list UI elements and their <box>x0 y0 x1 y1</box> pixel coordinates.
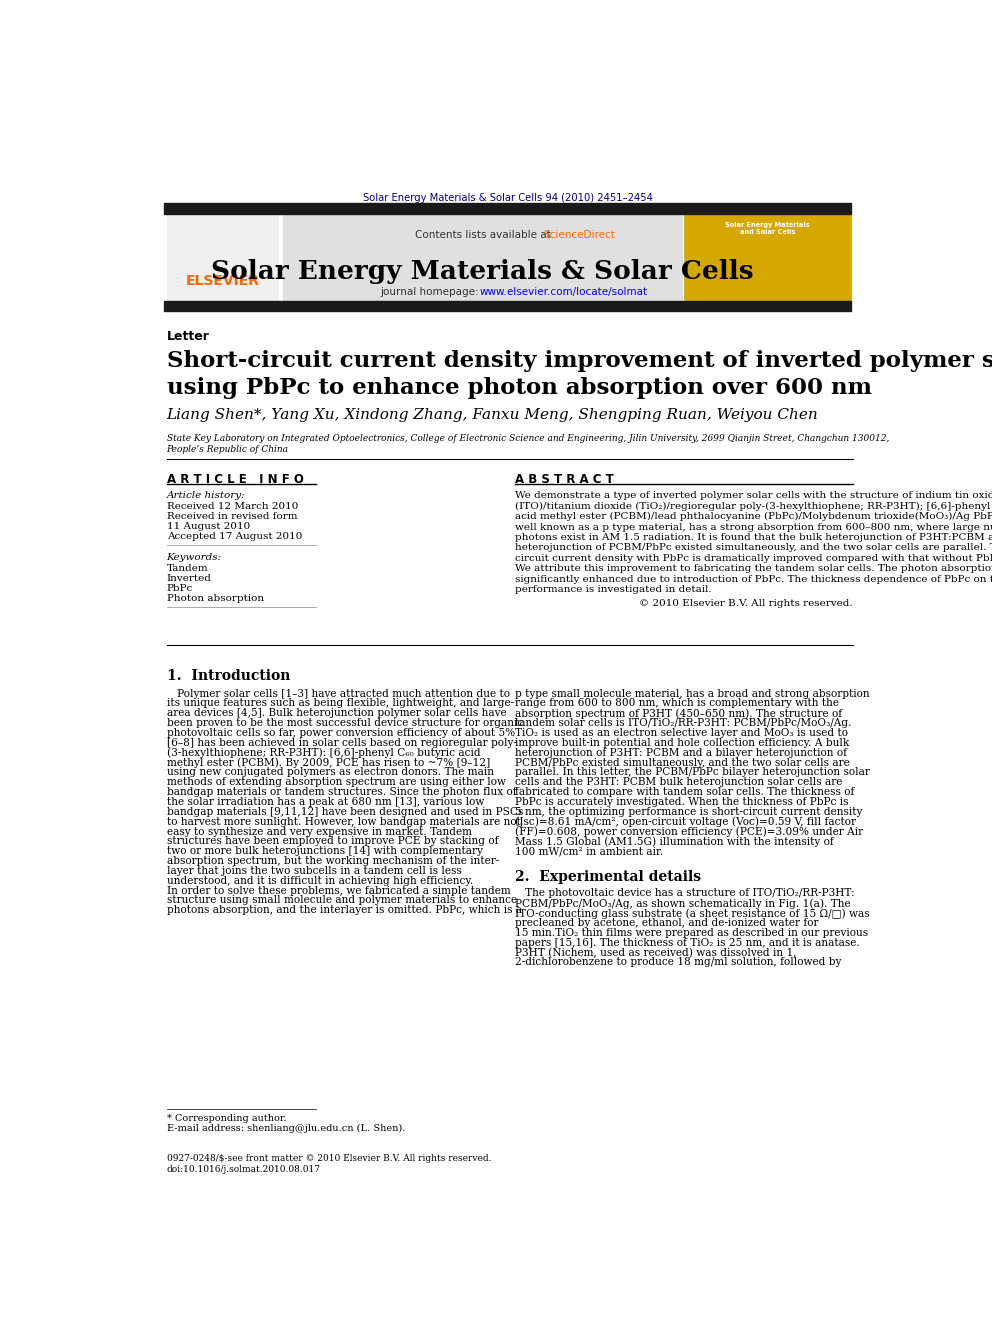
Bar <box>283 214 682 302</box>
Text: understood, and it is difficult in achieving high efficiency.: understood, and it is difficult in achie… <box>167 876 473 886</box>
Text: methods of extending absorption spectrum are using either low: methods of extending absorption spectrum… <box>167 777 506 787</box>
Text: methyl ester (PCBM). By 2009, PCE has risen to ~7% [9–12]: methyl ester (PCBM). By 2009, PCE has ri… <box>167 758 490 769</box>
Text: precleaned by acetone, ethanol, and de-ionized water for: precleaned by acetone, ethanol, and de-i… <box>516 918 818 927</box>
Text: cells and the P3HT: PCBM bulk heterojunction solar cells are: cells and the P3HT: PCBM bulk heterojunc… <box>516 777 843 787</box>
Text: ELSEVIER: ELSEVIER <box>186 274 260 288</box>
Text: doi:10.1016/j.solmat.2010.08.017: doi:10.1016/j.solmat.2010.08.017 <box>167 1166 320 1174</box>
Text: PCBM/PbPc/MoO₃/Ag, as shown schematically in Fig. 1(a). The: PCBM/PbPc/MoO₃/Ag, as shown schematicall… <box>516 898 851 909</box>
Text: Keywords:: Keywords: <box>167 553 222 562</box>
Text: tandem solar cells is ITO/TiO₂/RR-P3HT: PCBM/PbPc/MoO₃/Ag.: tandem solar cells is ITO/TiO₂/RR-P3HT: … <box>516 718 852 728</box>
Text: (FF)=0.608, power conversion efficiency (PCE)=3.09% under Air: (FF)=0.608, power conversion efficiency … <box>516 827 863 837</box>
Text: its unique features such as being flexible, lightweight, and large-: its unique features such as being flexib… <box>167 699 514 708</box>
Text: P3HT (Nichem, used as received) was dissolved in 1,: P3HT (Nichem, used as received) was diss… <box>516 947 797 958</box>
Text: 0927-0248/$-see front matter © 2010 Elsevier B.V. All rights reserved.: 0927-0248/$-see front matter © 2010 Else… <box>167 1155 491 1163</box>
Text: journal homepage:: journal homepage: <box>380 287 482 298</box>
Text: Solar Energy Materials
and Solar Cells: Solar Energy Materials and Solar Cells <box>725 222 809 235</box>
Text: range from 600 to 800 nm, which is complementary with the: range from 600 to 800 nm, which is compl… <box>516 699 839 708</box>
Text: Accepted 17 August 2010: Accepted 17 August 2010 <box>167 532 302 541</box>
Text: 100 mW/cm² in ambient air.: 100 mW/cm² in ambient air. <box>516 847 664 856</box>
Text: two or more bulk heterojunctions [14] with complementary: two or more bulk heterojunctions [14] wi… <box>167 847 482 856</box>
Text: absorption spectrum, but the working mechanism of the inter-: absorption spectrum, but the working mec… <box>167 856 499 867</box>
Bar <box>165 302 851 311</box>
Text: structure using small molecule and polymer materials to enhance: structure using small molecule and polym… <box>167 896 517 905</box>
Text: acid methyl ester (PCBM)/lead phthalocyanine (PbPc)/Molybdenum trioxide(MoO₃)/Ag: acid methyl ester (PCBM)/lead phthalocya… <box>516 512 992 521</box>
Text: In order to solve these problems, we fabricated a simple tandem: In order to solve these problems, we fab… <box>167 885 510 896</box>
Text: © 2010 Elsevier B.V. All rights reserved.: © 2010 Elsevier B.V. All rights reserved… <box>639 599 852 609</box>
Text: TiO₂ is used as an electron selective layer and MoO₃ is used to: TiO₂ is used as an electron selective la… <box>516 728 848 738</box>
Text: improve built-in potential and hole collection efficiency. A bulk: improve built-in potential and hole coll… <box>516 738 850 747</box>
Text: area devices [4,5]. Bulk heterojunction polymer solar cells have: area devices [4,5]. Bulk heterojunction … <box>167 708 506 718</box>
Text: fabricated to compare with tandem solar cells. The thickness of: fabricated to compare with tandem solar … <box>516 787 855 796</box>
Text: Contents lists available at: Contents lists available at <box>415 230 554 239</box>
Text: PbPc is accurately investigated. When the thickness of PbPc is: PbPc is accurately investigated. When th… <box>516 796 849 807</box>
Text: (3-hexylthiophene; RR-P3HT): [6,6]-phenyl C₆₀ butyric acid: (3-hexylthiophene; RR-P3HT): [6,6]-pheny… <box>167 747 480 758</box>
Text: Inverted: Inverted <box>167 574 211 583</box>
Text: photovoltaic cells so far, power conversion efficiency of about 5%: photovoltaic cells so far, power convers… <box>167 728 515 738</box>
Text: ITO-conducting glass substrate (a sheet resistance of 15 Ω/□) was: ITO-conducting glass substrate (a sheet … <box>516 908 870 918</box>
Text: well known as a p type material, has a strong absorption from 600–800 nm, where : well known as a p type material, has a s… <box>516 523 992 532</box>
Text: heterojunction of P3HT: PCBM and a bilayer heterojunction of: heterojunction of P3HT: PCBM and a bilay… <box>516 747 847 758</box>
Text: heterojunction of PCBM/PbPc existed simultaneously, and the two solar cells are : heterojunction of PCBM/PbPc existed simu… <box>516 544 992 553</box>
Text: using PbPc to enhance photon absorption over 600 nm: using PbPc to enhance photon absorption … <box>167 377 872 400</box>
Text: PbPc: PbPc <box>167 583 192 593</box>
Text: People’s Republic of China: People’s Republic of China <box>167 446 289 454</box>
Text: 2-dichlorobenzene to produce 18 mg/ml solution, followed by: 2-dichlorobenzene to produce 18 mg/ml so… <box>516 958 842 967</box>
Text: to harvest more sunlight. However, low bandgap materials are not: to harvest more sunlight. However, low b… <box>167 816 521 827</box>
Text: Short-circuit current density improvement of inverted polymer solar cells: Short-circuit current density improvemen… <box>167 349 992 372</box>
Bar <box>167 214 279 302</box>
Text: [6–8] has been achieved in solar cells based on regioregular poly-: [6–8] has been achieved in solar cells b… <box>167 738 517 747</box>
Text: absorption spectrum of P3HT (450–650 nm). The structure of: absorption spectrum of P3HT (450–650 nm)… <box>516 708 842 718</box>
Text: www.elsevier.com/locate/solmat: www.elsevier.com/locate/solmat <box>480 287 648 298</box>
Text: Solar Energy Materials & Solar Cells: Solar Energy Materials & Solar Cells <box>210 259 753 284</box>
Text: (Jsc)=8.61 mA/cm², open-circuit voltage (Voc)=0.59 V, fill factor: (Jsc)=8.61 mA/cm², open-circuit voltage … <box>516 816 856 827</box>
Text: A B S T R A C T: A B S T R A C T <box>516 472 614 486</box>
Text: papers [15,16]. The thickness of TiO₂ is 25 nm, and it is anatase.: papers [15,16]. The thickness of TiO₂ is… <box>516 938 860 947</box>
Text: ScienceDirect: ScienceDirect <box>544 230 616 239</box>
Text: Letter: Letter <box>167 329 209 343</box>
Text: 11 August 2010: 11 August 2010 <box>167 523 250 532</box>
Bar <box>165 204 851 214</box>
Text: 15 min.TiO₂ thin films were prepared as described in our previous: 15 min.TiO₂ thin films were prepared as … <box>516 927 869 938</box>
Text: photons absorption, and the interlayer is omitted. PbPc, which is a: photons absorption, and the interlayer i… <box>167 905 522 916</box>
Text: parallel. In this letter, the PCBM/PbPc bilayer heterojunction solar: parallel. In this letter, the PCBM/PbPc … <box>516 767 870 778</box>
Text: Article history:: Article history: <box>167 491 245 500</box>
Text: A R T I C L E   I N F O: A R T I C L E I N F O <box>167 472 304 486</box>
Text: circuit current density with PbPc is dramatically improved compared with that wi: circuit current density with PbPc is dra… <box>516 554 992 562</box>
Text: 5 nm, the optimizing performance is short-circuit current density: 5 nm, the optimizing performance is shor… <box>516 807 863 816</box>
Text: bandgap materials [9,11,12] have been designed and used in PSCs: bandgap materials [9,11,12] have been de… <box>167 807 523 816</box>
Text: 2.  Experimental details: 2. Experimental details <box>516 871 701 884</box>
Text: Photon absorption: Photon absorption <box>167 594 264 603</box>
Text: bandgap materials or tandem structures. Since the photon flux of: bandgap materials or tandem structures. … <box>167 787 516 796</box>
Text: layer that joins the two subcells in a tandem cell is less: layer that joins the two subcells in a t… <box>167 867 461 876</box>
Text: * Corresponding author.: * Corresponding author. <box>167 1114 287 1122</box>
Text: We demonstrate a type of inverted polymer solar cells with the structure of indi: We demonstrate a type of inverted polyme… <box>516 491 992 500</box>
Text: Liang Shen*, Yang Xu, Xindong Zhang, Fanxu Meng, Shengping Ruan, Weiyou Chen: Liang Shen*, Yang Xu, Xindong Zhang, Fan… <box>167 409 818 422</box>
Text: Polymer solar cells [1–3] have attracted much attention due to: Polymer solar cells [1–3] have attracted… <box>167 688 510 699</box>
Text: The photovoltaic device has a structure of ITO/TiO₂/RR-P3HT:: The photovoltaic device has a structure … <box>516 889 855 898</box>
Text: easy to synthesize and very expensive in market. Tandem: easy to synthesize and very expensive in… <box>167 827 471 836</box>
Text: Tandem: Tandem <box>167 564 208 573</box>
Text: significantly enhanced due to introduction of PbPc. The thickness dependence of : significantly enhanced due to introducti… <box>516 574 992 583</box>
Text: Solar Energy Materials & Solar Cells 94 (2010) 2451–2454: Solar Energy Materials & Solar Cells 94 … <box>363 193 654 204</box>
Text: State Key Laboratory on Integrated Optoelectronics, College of Electronic Scienc: State Key Laboratory on Integrated Optoe… <box>167 434 889 443</box>
Text: structures have been employed to improve PCE by stacking of: structures have been employed to improve… <box>167 836 498 847</box>
Text: (ITO)/titanium dioxide (TiO₂)/regioregular poly-(3-hexylthiophene; RR-P3HT); [6,: (ITO)/titanium dioxide (TiO₂)/regioregul… <box>516 501 992 511</box>
Text: Mass 1.5 Global (AM1.5G) illumination with the intensity of: Mass 1.5 Global (AM1.5G) illumination wi… <box>516 836 834 847</box>
Text: p type small molecule material, has a broad and strong absorption: p type small molecule material, has a br… <box>516 688 870 699</box>
Text: Received 12 March 2010: Received 12 March 2010 <box>167 503 298 511</box>
Text: We attribute this improvement to fabricating the tandem solar cells. The photon : We attribute this improvement to fabrica… <box>516 564 992 573</box>
Text: Received in revised form: Received in revised form <box>167 512 298 521</box>
Text: using new conjugated polymers as electron donors. The main: using new conjugated polymers as electro… <box>167 767 494 778</box>
Text: the solar irradiation has a peak at 680 nm [13], various low: the solar irradiation has a peak at 680 … <box>167 796 484 807</box>
Bar <box>683 214 851 302</box>
Text: been proven to be the most successful device structure for organic: been proven to be the most successful de… <box>167 718 523 728</box>
Text: PCBM/PbPc existed simultaneously, and the two solar cells are: PCBM/PbPc existed simultaneously, and th… <box>516 758 850 767</box>
Text: performance is investigated in detail.: performance is investigated in detail. <box>516 585 712 594</box>
Text: photons exist in AM 1.5 radiation. It is found that the bulk heterojunction of P: photons exist in AM 1.5 radiation. It is… <box>516 533 992 542</box>
Text: E-mail address: shenliang@jlu.edu.cn (L. Shen).: E-mail address: shenliang@jlu.edu.cn (L.… <box>167 1123 405 1132</box>
Text: 1.  Introduction: 1. Introduction <box>167 668 290 683</box>
